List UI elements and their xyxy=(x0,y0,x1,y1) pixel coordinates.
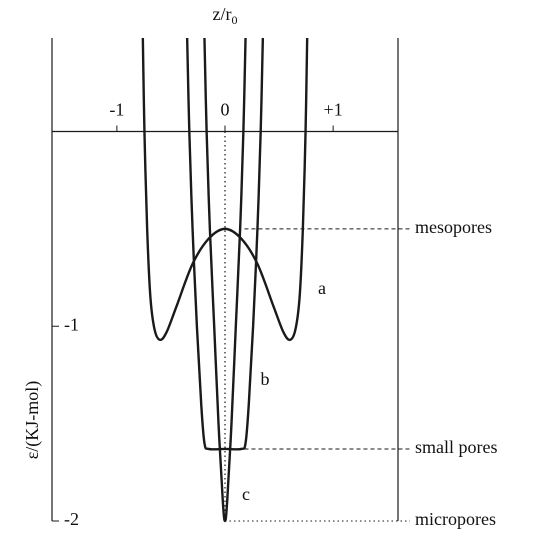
curve-label: b xyxy=(261,369,270,389)
level-label: small pores xyxy=(415,437,498,457)
curve xyxy=(141,38,309,342)
y-axis-label: ε/(KJ-mol) xyxy=(22,381,43,460)
x-tick-label: +1 xyxy=(324,100,343,120)
x-tick-label: -1 xyxy=(109,100,124,120)
y-tick-label: -1 xyxy=(64,314,79,334)
curve-label: c xyxy=(242,484,250,504)
level-label: micropores xyxy=(415,509,496,529)
level-label: mesopores xyxy=(415,217,492,237)
x-axis-label: z/r0 xyxy=(213,4,238,27)
curve xyxy=(185,38,265,451)
y-tick-label: -2 xyxy=(64,509,79,529)
x-tick-label: 0 xyxy=(221,100,230,120)
x-axis-label-subscript: 0 xyxy=(231,13,237,27)
curve xyxy=(203,38,247,523)
curve-label: a xyxy=(318,278,326,298)
x-axis-label-text: z/r xyxy=(213,4,232,24)
